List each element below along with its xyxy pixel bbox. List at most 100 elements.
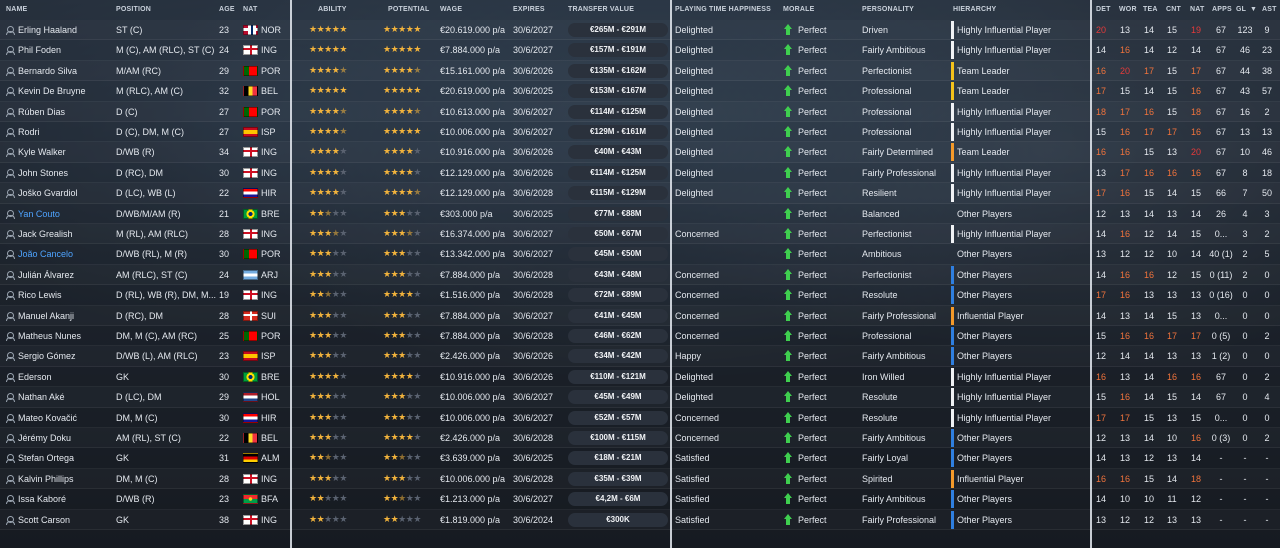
col-header-assists[interactable]: AST bbox=[1262, 6, 1277, 13]
table-row[interactable]: João Cancelo D/WB (RL), M (R) 30 POR ★★★… bbox=[0, 244, 1280, 265]
person-icon bbox=[6, 454, 15, 464]
player-name[interactable]: Sergio Gómez bbox=[18, 351, 76, 362]
player-name[interactable]: Phil Foden bbox=[18, 45, 62, 56]
flag-icon bbox=[243, 65, 258, 76]
contract-expires: 30/6/2025 bbox=[513, 453, 554, 464]
col-header-ability[interactable]: ABILITY bbox=[318, 6, 347, 13]
player-name[interactable]: Jack Grealish bbox=[18, 229, 73, 239]
player-name[interactable]: Stefan Ortega bbox=[18, 453, 75, 464]
player-name[interactable]: Julián Álvarez bbox=[18, 269, 75, 280]
col-header-position[interactable]: POSITION bbox=[116, 6, 152, 13]
col-header-nat-attr[interactable]: NAT bbox=[1190, 6, 1205, 13]
morale-up-arrow-icon bbox=[784, 513, 792, 525]
col-header-morale[interactable]: MORALE bbox=[783, 6, 815, 13]
col-header-happiness[interactable]: PLAYING TIME HAPPINESS bbox=[675, 6, 771, 13]
col-header-cnt[interactable]: CNT bbox=[1166, 6, 1181, 13]
player-goals: 0 bbox=[1242, 392, 1248, 403]
table-row[interactable]: Yan Couto D/WB/M/AM (R) 21 BRE ★★★★★ ★★★… bbox=[0, 204, 1280, 224]
player-name[interactable]: Rico Lewis bbox=[18, 290, 62, 301]
player-age: 32 bbox=[219, 86, 230, 97]
player-goals: 2 bbox=[1242, 249, 1248, 260]
col-header-expires[interactable]: EXPIRES bbox=[513, 6, 545, 13]
col-header-tea[interactable]: TEA bbox=[1143, 6, 1158, 13]
table-row[interactable]: John Stones D (RC), DM 30 ING ★★★★★ ★★★★… bbox=[0, 163, 1280, 184]
player-name[interactable]: Kyle Walker bbox=[18, 147, 66, 158]
col-header-goals[interactable]: GL bbox=[1236, 6, 1247, 13]
table-row[interactable]: Bernardo Silva M/AM (RC) 29 POR ★★★★★ ★★… bbox=[0, 61, 1280, 82]
col-header-hierarchy[interactable]: HIERARCHY bbox=[953, 6, 997, 13]
player-name[interactable]: Manuel Akanji bbox=[18, 310, 75, 321]
transfer-value-pill: €18M - €21M bbox=[568, 451, 668, 466]
table-row[interactable]: Phil Foden M (C), AM (RLC), ST (C) 24 IN… bbox=[0, 40, 1280, 61]
player-name[interactable]: João Cancelo bbox=[18, 249, 74, 260]
table-row[interactable]: Kevin De Bruyne M (RLC), AM (C) 32 BEL ★… bbox=[0, 81, 1280, 102]
attr-concentration: 11 bbox=[1167, 494, 1177, 505]
table-row[interactable]: Manuel Akanji D (RC), DM 28 SUI ★★★★★ ★★… bbox=[0, 306, 1280, 326]
potential-stars: ★★★★★ bbox=[383, 268, 421, 279]
table-row[interactable]: Julián Álvarez AM (RLC), ST (C) 24 ARJ ★… bbox=[0, 265, 1280, 286]
flag-icon bbox=[243, 473, 258, 484]
player-age: 28 bbox=[219, 229, 230, 239]
table-row[interactable]: Matheus Nunes DM, M (C), AM (RC) 25 POR … bbox=[0, 326, 1280, 347]
table-row[interactable]: Rodri D (C), DM, M (C) 27 ISP ★★★★★ ★★★★… bbox=[0, 122, 1280, 143]
col-header-apps[interactable]: APPS bbox=[1212, 6, 1232, 13]
person-icon bbox=[6, 168, 15, 178]
table-row[interactable]: Rúben Dias D (C) 27 POR ★★★★★ ★★★★★ €10.… bbox=[0, 102, 1280, 122]
flag-icon bbox=[243, 453, 258, 464]
player-name[interactable]: Yan Couto bbox=[18, 208, 60, 219]
player-name[interactable]: Jérémy Doku bbox=[18, 433, 72, 443]
table-row[interactable]: Jack Grealish M (RL), AM (RLC) 28 ING ★★… bbox=[0, 224, 1280, 245]
player-name[interactable]: Matheus Nunes bbox=[18, 331, 82, 341]
col-header-potential[interactable]: POTENTIAL bbox=[388, 6, 430, 13]
player-position: M (C), AM (RLC), ST (C) bbox=[116, 45, 215, 56]
table-row[interactable]: Kyle Walker D/WB (R) 34 ING ★★★★★ ★★★★★ … bbox=[0, 142, 1280, 163]
table-row[interactable]: Erling Haaland ST (C) 23 NOR ★★★★★ ★★★★★… bbox=[0, 20, 1280, 41]
ability-stars: ★★★★★ bbox=[309, 432, 347, 442]
table-row[interactable]: Scott Carson GK 38 ING ★★★★★ ★★★★★ €1.81… bbox=[0, 510, 1280, 530]
col-header-age[interactable]: AGE bbox=[219, 6, 235, 13]
player-name[interactable]: Kevin De Bruyne bbox=[18, 86, 86, 97]
player-appearances: 67 bbox=[1215, 86, 1226, 97]
morale-up-arrow-icon bbox=[784, 330, 792, 341]
player-name[interactable]: Erling Haaland bbox=[18, 25, 78, 35]
morale-up-arrow-icon bbox=[784, 350, 792, 362]
table-row[interactable]: Kalvin Phillips DM, M (C) 28 ING ★★★★★ ★… bbox=[0, 469, 1280, 490]
player-name[interactable]: Rodri bbox=[18, 127, 40, 137]
player-name[interactable]: Mateo Kovačić bbox=[18, 412, 78, 423]
morale-up-arrow-icon bbox=[784, 452, 792, 464]
table-row[interactable]: Ederson GK 30 BRE ★★★★★ ★★★★★ €10.916.00… bbox=[0, 367, 1280, 388]
col-header-nationality[interactable]: NAT bbox=[243, 6, 258, 13]
table-row[interactable]: Sergio Gómez D/WB (L), AM (RLC) 23 ISP ★… bbox=[0, 346, 1280, 367]
attr-work-rate: 20 bbox=[1119, 65, 1130, 76]
player-name[interactable]: Joško Gvardiol bbox=[18, 188, 78, 199]
player-hierarchy: Team Leader bbox=[957, 147, 1010, 158]
col-header-det[interactable]: DET bbox=[1096, 6, 1111, 13]
ability-stars: ★★★★★ bbox=[309, 207, 347, 218]
col-header-wage[interactable]: WAGE bbox=[440, 6, 463, 13]
table-row[interactable]: Mateo Kovačić DM, M (C) 30 HIR ★★★★★ ★★★… bbox=[0, 408, 1280, 428]
table-row[interactable]: Issa Kaboré D/WB (R) 23 BFA ★★★★★ ★★★★★ … bbox=[0, 489, 1280, 510]
table-row[interactable]: Jérémy Doku AM (RL), ST (C) 22 BEL ★★★★★… bbox=[0, 428, 1280, 449]
player-name[interactable]: Nathan Aké bbox=[18, 392, 65, 403]
table-row[interactable]: Stefan Ortega GK 31 ALM ★★★★★ ★★★★★ €3.6… bbox=[0, 448, 1280, 469]
table-row[interactable]: Joško Gvardiol D (LC), WB (L) 22 HIR ★★★… bbox=[0, 183, 1280, 204]
player-name[interactable]: Kalvin Phillips bbox=[18, 473, 74, 484]
col-header-transfer-value[interactable]: TRANSFER VALUE bbox=[568, 6, 635, 13]
player-name[interactable]: Bernardo Silva bbox=[18, 65, 78, 76]
table-row[interactable]: Nathan Aké D (LC), DM 29 HOL ★★★★★ ★★★★★… bbox=[0, 387, 1280, 408]
player-morale: Perfect bbox=[798, 310, 827, 321]
player-name[interactable]: Rúben Dias bbox=[18, 106, 66, 117]
player-appearances: 0... bbox=[1214, 229, 1228, 239]
col-header-wor[interactable]: WOR bbox=[1119, 6, 1137, 13]
sort-desc-icon[interactable]: ▼ bbox=[1250, 6, 1258, 13]
table-row[interactable]: Rico Lewis D (RL), WB (R), DM, M... 19 I… bbox=[0, 285, 1280, 306]
player-name[interactable]: Issa Kaboré bbox=[18, 494, 67, 505]
hierarchy-indicator bbox=[951, 143, 954, 162]
player-name[interactable]: Ederson bbox=[18, 371, 52, 382]
col-header-personality[interactable]: PERSONALITY bbox=[862, 6, 914, 13]
col-header-name[interactable]: NAME bbox=[6, 6, 28, 13]
person-icon bbox=[6, 332, 15, 341]
player-personality: Perfectionist bbox=[862, 65, 912, 76]
player-name[interactable]: Scott Carson bbox=[18, 514, 71, 525]
player-name[interactable]: John Stones bbox=[18, 167, 69, 178]
